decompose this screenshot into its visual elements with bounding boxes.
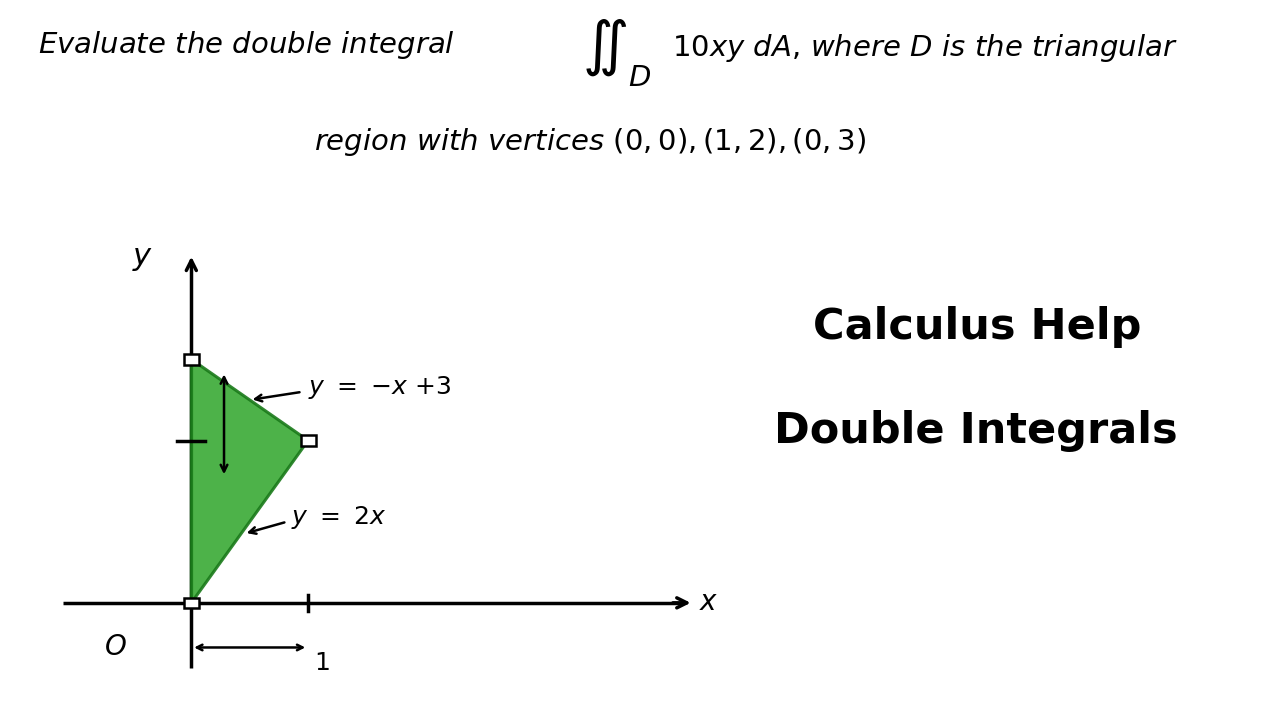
Polygon shape [184, 354, 198, 364]
Text: $\it{Evaluate\ the\ double\ integral}$: $\it{Evaluate\ the\ double\ integral}$ [38, 29, 456, 60]
Text: $\mathit{y}$: $\mathit{y}$ [132, 243, 152, 274]
Text: $\it{region\ with\ vertices\ }$$(0,0),(1,2),(0,3)$: $\it{region\ with\ vertices\ }$$(0,0),(1… [314, 126, 865, 158]
Text: $\mathit{O}$: $\mathit{O}$ [104, 634, 127, 661]
Text: $\mathit{x}$: $\mathit{x}$ [699, 590, 718, 616]
Text: $\it{10xy\ dA{,}\ where\ D\ is\ the\ triangular}$: $\it{10xy\ dA{,}\ where\ D\ is\ the\ tri… [672, 32, 1178, 64]
Polygon shape [184, 598, 198, 608]
Polygon shape [191, 359, 308, 603]
Text: $\iint_D$: $\iint_D$ [582, 18, 653, 89]
Text: Calculus Help: Calculus Help [813, 306, 1142, 348]
Text: $\mathit{1}$: $\mathit{1}$ [314, 652, 329, 675]
Polygon shape [301, 435, 316, 446]
Text: $\mathit{y}\ \mathit{=}\ \mathit{-x}\ \mathit{+3}$: $\mathit{y}\ \mathit{=}\ \mathit{-x}\ \m… [308, 374, 451, 401]
Text: Double Integrals: Double Integrals [774, 410, 1178, 452]
Text: $\mathit{y}\ \mathit{=}\ \mathit{2x}$: $\mathit{y}\ \mathit{=}\ \mathit{2x}$ [291, 504, 385, 531]
